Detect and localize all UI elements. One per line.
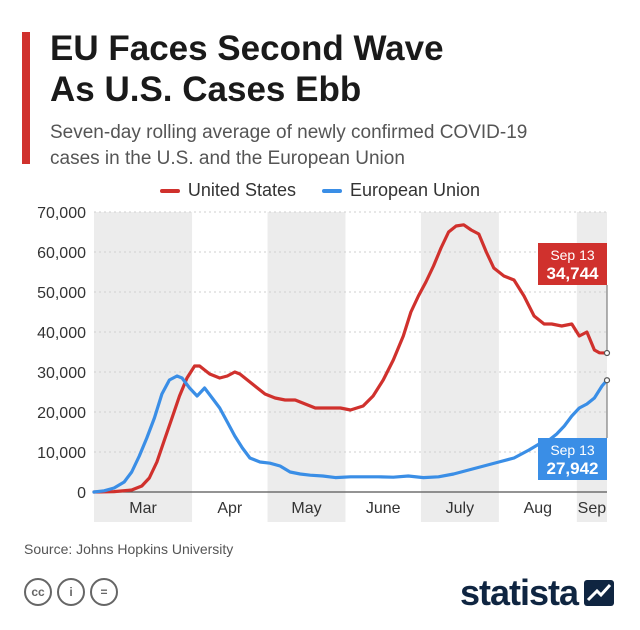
y-tick-label: 30,000 [37, 365, 86, 382]
chart-subtitle: Seven-day rolling average of newly confi… [50, 122, 528, 169]
chart-title: EU Faces Second Wave As U.S. Cases Ebb [50, 29, 444, 109]
x-tick-label: Mar [129, 500, 157, 517]
accent-bar [22, 32, 30, 164]
source-note: Source: Johns Hopkins University [24, 541, 234, 557]
month-band [94, 212, 193, 522]
legend-label-european-union: European Union [349, 180, 481, 200]
annotation-marker-eu [603, 377, 611, 384]
license-icons: cc i = [24, 578, 118, 606]
x-tick-label: July [446, 500, 474, 517]
annotation-box-eu [538, 438, 607, 480]
statista-logo: statista [460, 572, 615, 614]
x-tick-label: Sep [578, 500, 607, 517]
month-band [267, 212, 346, 522]
y-tick-label: 0 [77, 485, 86, 502]
y-tick-label: 10,000 [37, 445, 86, 462]
y-tick-label: 70,000 [37, 205, 86, 222]
y-tick-label: 20,000 [37, 405, 86, 422]
legend-swatch-united-states [159, 188, 180, 193]
legend-item-european-union: European Union [321, 180, 481, 201]
annotation-box-us [538, 243, 607, 285]
attribution-icon: i [57, 578, 85, 606]
annotation-value-us: 34,744 [547, 264, 600, 283]
x-tick-label: Aug [524, 500, 552, 517]
annotation-date-us: Sep 13 [550, 247, 595, 263]
x-tick-label: June [366, 500, 401, 517]
line-chart: Mar Apr May June July Aug Sep 0 10,000 20,000 30,0… [37, 205, 611, 522]
legend-label-united-states: United States [187, 180, 296, 200]
x-tick-label: Apr [217, 500, 243, 517]
logo-mark-icon [584, 580, 615, 606]
y-tick-label: 60,000 [37, 245, 86, 262]
logo-text: statista [460, 572, 579, 613]
x-tick-label: May [291, 500, 321, 517]
annotation-value-eu: 27,942 [547, 459, 599, 478]
legend-swatch-european-union [321, 188, 342, 193]
month-band [420, 212, 499, 522]
no-derivatives-icon: = [90, 578, 118, 606]
creative-commons-icon: cc [24, 578, 52, 606]
y-tick-label: 50,000 [37, 285, 86, 302]
legend-item-united-states: United States [159, 180, 296, 201]
annotation-date-eu: Sep 13 [550, 442, 595, 458]
chart-legend: United States European Union [0, 180, 640, 201]
series-line-united-states [92, 223, 609, 494]
annotation-marker-us [603, 349, 611, 357]
y-tick-label: 40,000 [37, 325, 86, 342]
